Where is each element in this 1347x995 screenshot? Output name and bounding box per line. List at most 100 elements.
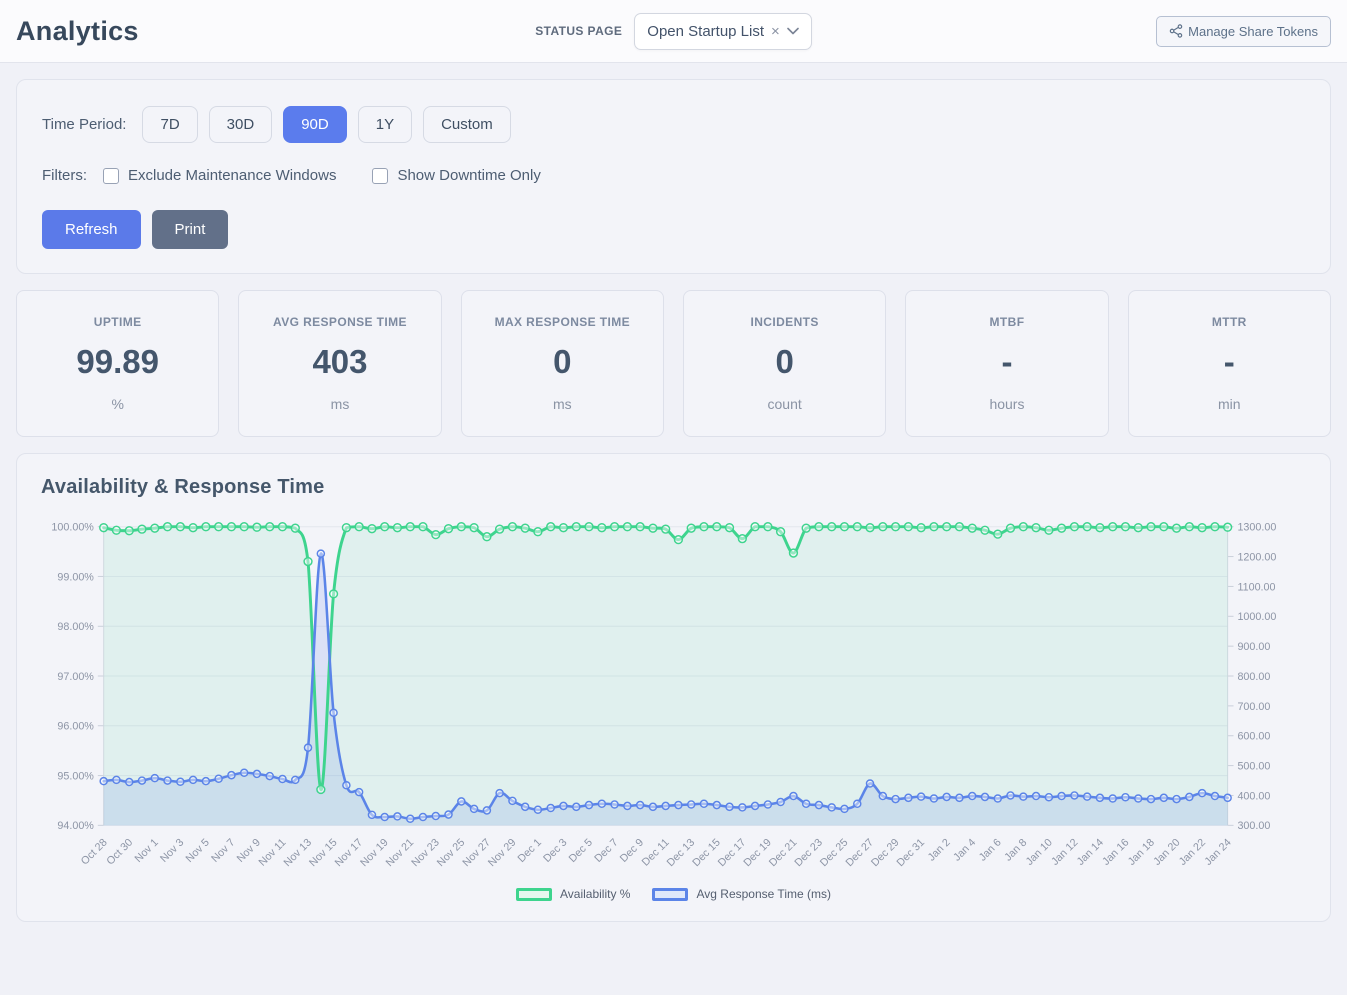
exclude-maintenance-checkbox[interactable] [103,167,119,184]
svg-text:700.00: 700.00 [1237,701,1270,713]
stat-card-mttr: MTTR - min [1127,290,1331,437]
svg-text:99.00%: 99.00% [57,571,94,583]
svg-text:Dec 17: Dec 17 [716,837,749,870]
svg-text:Dec 3: Dec 3 [541,837,569,865]
stat-card-uptime: UPTIME 99.89 % [16,290,220,437]
svg-text:Jan 18: Jan 18 [1126,837,1157,868]
svg-text:500.00: 500.00 [1237,761,1270,773]
svg-text:Dec 31: Dec 31 [895,837,928,870]
stat-label: INCIDENTS [750,315,819,329]
svg-text:98.00%: 98.00% [57,621,94,633]
svg-text:Dec 15: Dec 15 [690,837,723,870]
share-icon [1169,24,1183,38]
period-button-1y[interactable]: 1Y [357,106,413,143]
stat-card-avg-response: AVG RESPONSE TIME 403 ms [238,290,442,437]
stat-value: 99.89 [76,343,159,380]
chart-title: Availability & Response Time [41,476,325,498]
stat-value: 403 [312,343,368,380]
svg-text:Nov 15: Nov 15 [307,837,340,870]
svg-text:Oct 28: Oct 28 [79,837,110,868]
chart-legend: Availability % Avg Response Time (ms) [41,885,1306,909]
stat-label: UPTIME [93,315,142,329]
show-downtime-checkbox-item[interactable]: Show Downtime Only [372,167,541,184]
stat-unit: count [767,396,802,412]
legend-item-response-time[interactable]: Avg Response Time (ms) [652,887,831,901]
stat-unit: min [1218,396,1241,412]
svg-text:Nov 27: Nov 27 [460,837,493,870]
stat-label: MTTR [1211,315,1247,329]
svg-text:Jan 20: Jan 20 [1151,837,1182,868]
manage-share-tokens-label: Manage Share Tokens [1188,23,1318,39]
svg-text:Dec 27: Dec 27 [843,837,876,870]
svg-text:Jan 4: Jan 4 [951,837,978,864]
svg-text:100.00%: 100.00% [51,522,94,534]
stat-value: - [1001,343,1013,380]
status-page-label: STATUS PAGE [535,24,623,38]
stat-label: MTBF [989,315,1025,329]
svg-text:Dec 23: Dec 23 [792,837,825,870]
svg-text:1100.00: 1100.00 [1237,581,1275,593]
exclude-maintenance-checkbox-item[interactable]: Exclude Maintenance Windows [103,167,336,184]
svg-text:Jan 6: Jan 6 [977,837,1004,864]
svg-text:Nov 21: Nov 21 [384,837,417,870]
svg-text:Nov 7: Nov 7 [209,837,237,865]
svg-text:600.00: 600.00 [1237,731,1270,743]
status-page-select[interactable]: Open Startup List × [634,12,812,50]
svg-text:Dec 29: Dec 29 [869,837,902,870]
period-button-7d[interactable]: 7D [142,106,198,143]
period-button-custom[interactable]: Custom [423,106,511,143]
stat-unit: ms [552,396,572,412]
svg-text:1000.00: 1000.00 [1237,611,1276,623]
svg-text:94.00%: 94.00% [57,820,94,832]
legend-label: Avg Response Time (ms) [696,887,831,902]
svg-text:Dec 13: Dec 13 [665,837,698,870]
availability-swatch-icon [516,887,552,901]
svg-text:Oct 30: Oct 30 [104,837,135,868]
chevron-down-icon[interactable] [786,27,799,35]
stat-card-max-response: MAX RESPONSE TIME 0 ms [460,290,664,437]
stats-row: UPTIME 99.89 % AVG RESPONSE TIME 403 ms … [16,290,1331,437]
svg-text:Dec 5: Dec 5 [567,837,595,865]
svg-text:1200.00: 1200.00 [1237,551,1276,563]
manage-share-tokens-button[interactable]: Manage Share Tokens [1156,15,1331,47]
legend-item-availability[interactable]: Availability % [516,887,630,901]
svg-text:800.00: 800.00 [1237,671,1270,683]
filters-label: Filters: [42,167,87,184]
stat-label: MAX RESPONSE TIME [494,315,631,329]
svg-text:Jan 14: Jan 14 [1075,837,1106,868]
response-time-swatch-icon [652,887,689,901]
svg-text:95.00%: 95.00% [57,771,94,783]
print-button[interactable]: Print [151,210,229,249]
svg-text:Nov 29: Nov 29 [486,837,519,870]
svg-text:400.00: 400.00 [1237,790,1270,802]
svg-text:300.00: 300.00 [1237,820,1270,832]
svg-text:Jan 12: Jan 12 [1049,837,1080,868]
stat-label: AVG RESPONSE TIME [273,315,407,329]
clear-selection-icon[interactable]: × [771,22,780,40]
svg-text:Nov 5: Nov 5 [184,837,212,865]
availability-response-chart: 100.00% 99.00% 98.00% 97.00% 96.00% 95.00% 94.… [51,522,1276,870]
svg-text:Dec 7: Dec 7 [592,837,620,865]
stat-unit: ms [330,396,350,412]
show-downtime-checkbox[interactable] [372,167,389,184]
period-button-90d[interactable]: 90D [283,106,347,143]
status-page-group: STATUS PAGE Open Startup List × [535,12,812,50]
time-period-row: Time Period: 7D 30D 90D 1Y Custom [42,106,1305,143]
exclude-maintenance-label: Exclude Maintenance Windows [128,167,337,184]
period-button-30d[interactable]: 30D [208,106,273,143]
legend-label: Availability % [560,887,631,902]
top-header: Analytics STATUS PAGE Open Startup List … [0,0,1347,63]
svg-text:Jan 10: Jan 10 [1024,837,1055,868]
svg-text:Nov 13: Nov 13 [281,837,314,870]
time-period-label: Time Period: [42,116,127,133]
filter-panel: Time Period: 7D 30D 90D 1Y Custom Filter… [16,79,1331,274]
page-title: Analytics [16,15,139,46]
stat-value: 0 [553,343,572,380]
svg-text:Nov 19: Nov 19 [358,837,391,870]
stat-value: - [1223,343,1235,380]
refresh-button[interactable]: Refresh [42,210,141,249]
svg-text:Nov 3: Nov 3 [158,837,186,865]
svg-text:Jan 24: Jan 24 [1202,837,1233,868]
stat-value: 0 [775,343,794,380]
svg-text:Nov 25: Nov 25 [435,837,468,870]
